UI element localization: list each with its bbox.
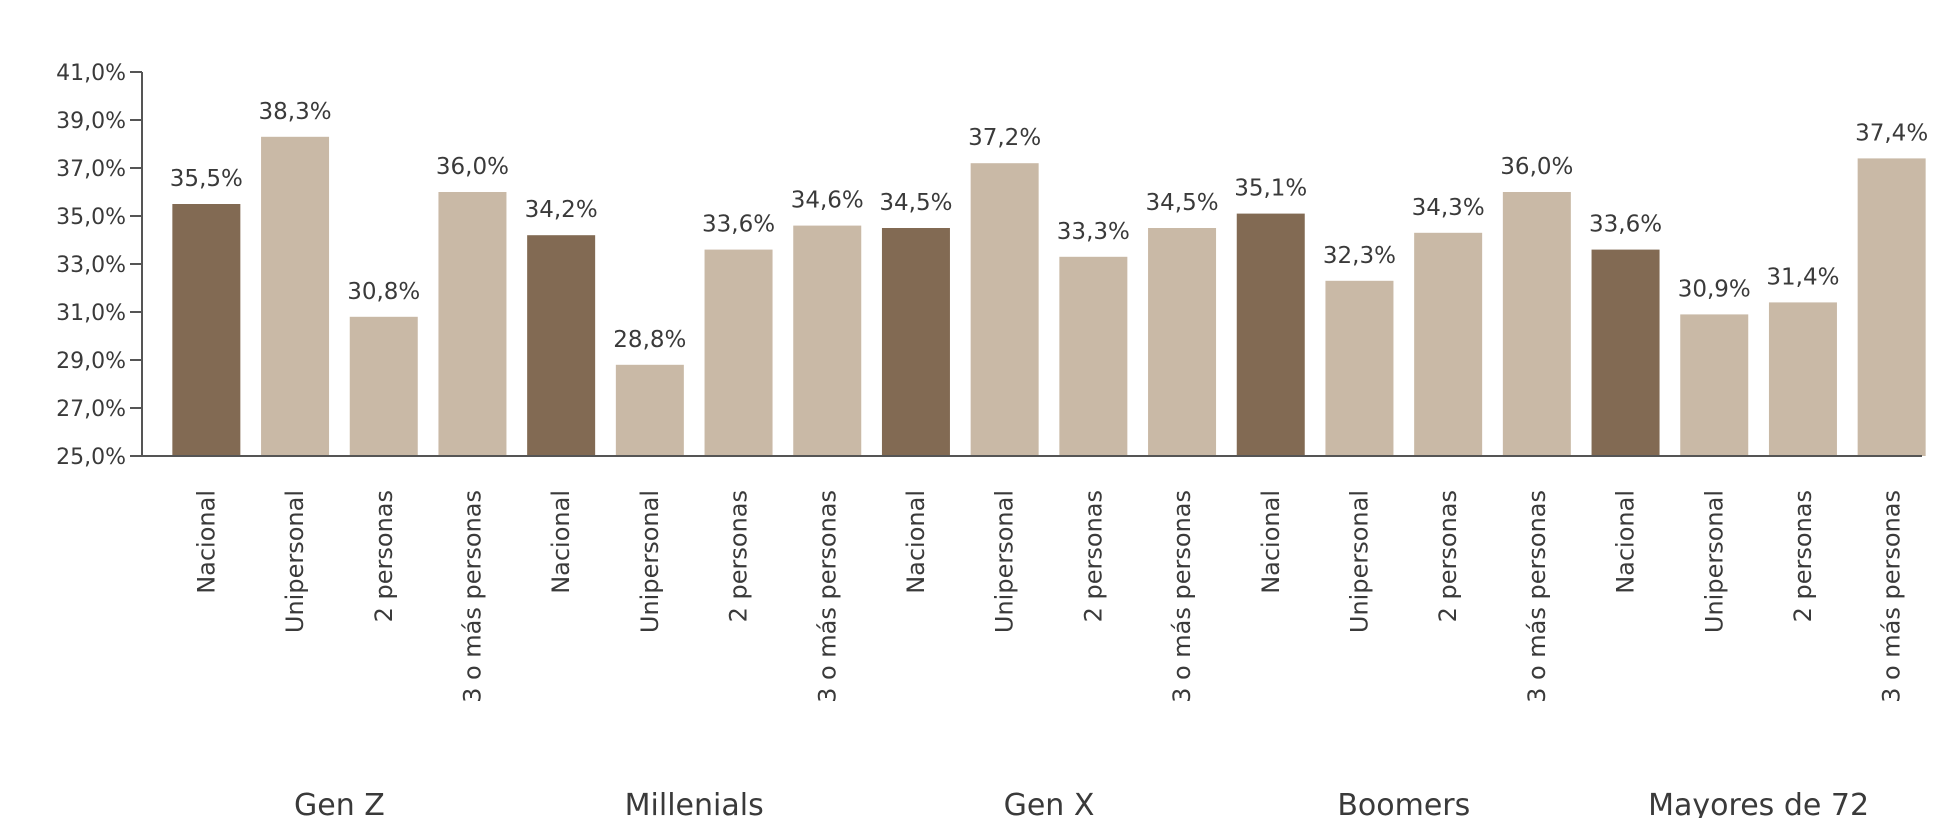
bar-value-label: 34,5%	[879, 190, 952, 216]
category-label: Nacional	[1257, 490, 1285, 594]
y-tick-label: 37,0%	[56, 157, 126, 182]
category-label: Unipersonal	[1700, 490, 1728, 633]
category-label: 2 personas	[1434, 490, 1462, 622]
bar-value-label: 33,6%	[1589, 212, 1662, 238]
group-labels: Gen Z Millenials Gen X Boomers Mayores de 72	[294, 788, 1869, 818]
category-label: 3 o más personas	[813, 490, 841, 703]
bar-nacional	[527, 235, 596, 456]
bar-value-label: 38,3%	[259, 99, 332, 125]
bar-value-label: 30,9%	[1678, 276, 1751, 302]
y-tick-label: 29,0%	[56, 349, 126, 374]
bars	[172, 136, 1926, 457]
y-tick-label: 35,0%	[56, 205, 126, 230]
y-tick-label: 27,0%	[56, 397, 126, 422]
bar-value-label: 34,6%	[791, 188, 864, 214]
bar-segment	[1857, 158, 1926, 456]
bar-segment	[793, 225, 862, 456]
bar-value-label: 32,3%	[1323, 243, 1396, 269]
bar-value-label: 34,5%	[1146, 190, 1219, 216]
bar-segment	[1414, 232, 1483, 456]
y-tick-label: 31,0%	[56, 301, 126, 326]
bar-segment	[1768, 302, 1837, 456]
y-tick-label: 39,0%	[56, 109, 126, 134]
category-label: Unipersonal	[636, 490, 664, 633]
bar-value-label: 35,5%	[170, 166, 243, 192]
category-label: Nacional	[192, 490, 220, 594]
bar-segment	[1148, 228, 1217, 456]
value-labels: 35,5% 38,3% 30,8% 36,0% 34,2% 28,8% 33,6% 34,6%…	[170, 99, 1928, 353]
bar-value-label: 34,3%	[1412, 195, 1485, 221]
category-label: 3 o más personas	[458, 490, 486, 703]
category-labels: Nacional Unipersonal 2 personas 3 o más per…	[192, 490, 1905, 703]
category-label: 2 personas	[725, 490, 753, 622]
group-label: Gen X	[1004, 788, 1095, 818]
bar-segment	[1059, 256, 1128, 456]
bar-value-label: 36,0%	[1500, 154, 1573, 180]
group-label: Gen Z	[294, 788, 385, 818]
bar-segment	[349, 316, 418, 456]
bar-nacional	[1236, 213, 1305, 456]
bar-value-label: 33,6%	[702, 212, 775, 238]
bar-value-label: 37,2%	[968, 125, 1041, 151]
category-label: Nacional	[1612, 490, 1640, 594]
bar-segment	[1680, 314, 1749, 456]
bar-value-label: 28,8%	[613, 327, 686, 353]
category-label: 2 personas	[370, 490, 398, 622]
bar-segment	[438, 192, 507, 456]
category-label: Unipersonal	[281, 490, 309, 633]
bar-nacional	[1591, 249, 1660, 456]
y-tick-label: 25,0%	[56, 445, 126, 470]
category-label: Unipersonal	[1345, 490, 1373, 633]
category-label: 3 o más personas	[1523, 490, 1551, 703]
bar-segment	[704, 249, 773, 456]
category-label: Unipersonal	[991, 490, 1019, 633]
group-label: Mayores de 72	[1648, 788, 1869, 818]
group-label: Millenials	[625, 788, 764, 818]
category-label: 3 o más personas	[1168, 490, 1196, 703]
bar-value-label: 36,0%	[436, 154, 509, 180]
bar-value-label: 33,3%	[1057, 219, 1130, 245]
category-label: Nacional	[547, 490, 575, 594]
category-label: 3 o más personas	[1878, 490, 1906, 703]
bar-value-label: 30,8%	[347, 279, 420, 305]
bar-segment	[1325, 280, 1394, 456]
bar-nacional	[172, 204, 241, 456]
bar-segment	[970, 163, 1039, 456]
y-axis: 25,0% 27,0% 29,0% 31,0% 33,0% 35,0% 37,0% 39,0%…	[56, 61, 143, 470]
category-label: 2 personas	[1789, 490, 1817, 622]
bar-segment	[1502, 192, 1571, 456]
bar-segment	[615, 364, 684, 456]
bar-nacional	[881, 228, 950, 456]
bar-value-label: 31,4%	[1766, 264, 1839, 290]
category-label: 2 personas	[1079, 490, 1107, 622]
bar-segment	[261, 136, 330, 457]
bar-value-label: 37,4%	[1855, 120, 1928, 146]
y-tick-label: 33,0%	[56, 253, 126, 278]
bar-value-label: 34,2%	[525, 197, 598, 223]
y-tick-label: 41,0%	[56, 61, 126, 86]
category-label: Nacional	[902, 490, 930, 594]
bar-value-label: 35,1%	[1234, 176, 1307, 202]
group-label: Boomers	[1337, 788, 1470, 818]
